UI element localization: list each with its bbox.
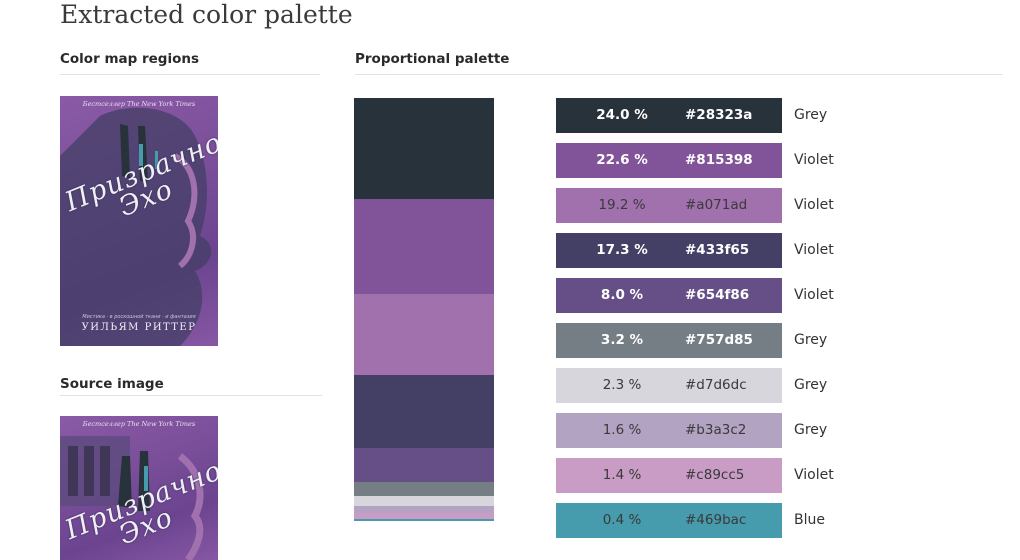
cover-subtitle: Мистика · в роскошной ткани · и фантазия bbox=[82, 314, 196, 320]
proportional-segment bbox=[354, 496, 494, 506]
swatch-hex-code[interactable]: #469bac bbox=[685, 512, 747, 528]
color-swatch[interactable]: 17.3 % #433f65 bbox=[556, 233, 782, 268]
cover-scene-art bbox=[60, 436, 204, 560]
source-image-heading: Source image bbox=[60, 376, 164, 392]
swatch-color-name: Grey bbox=[794, 422, 828, 438]
color-swatch[interactable]: 1.4 % #c89cc5 bbox=[556, 458, 782, 493]
swatch-percent: 17.3 % bbox=[596, 242, 648, 258]
proportional-palette-bar bbox=[354, 98, 494, 521]
proportional-segment bbox=[354, 98, 494, 199]
color-swatch[interactable]: 8.0 % #654f86 bbox=[556, 278, 782, 313]
color-swatch[interactable]: 19.2 % #a071ad bbox=[556, 188, 782, 223]
swatch-hex-code[interactable]: #654f86 bbox=[685, 287, 750, 303]
color-swatch[interactable]: 2.3 % #d7d6dc bbox=[556, 368, 782, 403]
swatch-color-name: Grey bbox=[794, 377, 828, 393]
swatch-hex-code[interactable]: #d7d6dc bbox=[685, 377, 747, 393]
color-map-image[interactable]: Бестселлер The New York Times Призрачное… bbox=[60, 96, 218, 346]
cover-author: УИЛЬЯМ РИТТЕР bbox=[81, 322, 197, 333]
proportional-palette-heading: Proportional palette bbox=[355, 51, 510, 67]
proportional-segment bbox=[354, 482, 494, 496]
cover-silhouette-art bbox=[60, 107, 212, 346]
color-swatch[interactable]: 22.6 % #815398 bbox=[556, 143, 782, 178]
source-cover-blurb: Бестселлер The New York Times bbox=[82, 420, 196, 428]
page-title: Extracted color palette bbox=[60, 0, 353, 29]
swatch-percent: 2.3 % bbox=[602, 377, 642, 393]
swatch-percent: 0.4 % bbox=[602, 512, 642, 528]
proportional-segment bbox=[354, 199, 494, 294]
proportional-segment bbox=[354, 448, 494, 482]
swatch-color-name: Violet bbox=[794, 467, 834, 483]
color-swatch[interactable]: 24.0 % #28323a bbox=[556, 98, 782, 133]
swatch-percent: 8.0 % bbox=[600, 287, 644, 303]
swatch-hex-code[interactable]: #a071ad bbox=[685, 197, 748, 213]
swatch-color-name: Violet bbox=[794, 197, 834, 213]
color-map-divider bbox=[60, 74, 320, 75]
swatch-color-name: Violet bbox=[794, 152, 834, 168]
swatch-percent: 22.6 % bbox=[596, 152, 648, 168]
source-image[interactable]: Бестселлер The New York Times Призрачное… bbox=[60, 416, 218, 560]
color-map-heading: Color map regions bbox=[60, 51, 200, 67]
swatch-hex-code[interactable]: #c89cc5 bbox=[685, 467, 745, 483]
swatch-percent: 1.4 % bbox=[602, 467, 642, 483]
swatch-color-name: Blue bbox=[794, 512, 825, 528]
color-swatch[interactable]: 3.2 % #757d85 bbox=[556, 323, 782, 358]
swatch-color-name: Grey bbox=[794, 332, 828, 348]
swatch-hex-code[interactable]: #757d85 bbox=[685, 332, 753, 348]
swatch-color-name: Violet bbox=[794, 242, 834, 258]
swatch-percent: 19.2 % bbox=[598, 197, 646, 213]
proportional-segment bbox=[354, 375, 494, 448]
swatch-percent: 24.0 % bbox=[596, 107, 648, 123]
cover-blurb: Бестселлер The New York Times bbox=[82, 100, 196, 108]
swatch-percent: 3.2 % bbox=[600, 332, 644, 348]
swatch-color-name: Violet bbox=[794, 287, 834, 303]
proportional-palette-divider bbox=[355, 74, 1003, 75]
swatch-hex-code[interactable]: #815398 bbox=[685, 152, 753, 168]
swatch-hex-code[interactable]: #433f65 bbox=[685, 242, 750, 258]
source-image-divider bbox=[60, 395, 322, 396]
swatch-hex-code[interactable]: #b3a3c2 bbox=[685, 422, 747, 438]
color-swatch[interactable]: 1.6 % #b3a3c2 bbox=[556, 413, 782, 448]
proportional-segment bbox=[354, 294, 494, 375]
proportional-segment bbox=[354, 519, 494, 521]
color-swatch[interactable]: 0.4 % #469bac bbox=[556, 503, 782, 538]
proportional-segment bbox=[354, 513, 494, 519]
swatch-color-name: Grey bbox=[794, 107, 828, 123]
swatch-hex-code[interactable]: #28323a bbox=[685, 107, 753, 123]
proportional-segment bbox=[354, 506, 494, 513]
swatch-percent: 1.6 % bbox=[602, 422, 642, 438]
